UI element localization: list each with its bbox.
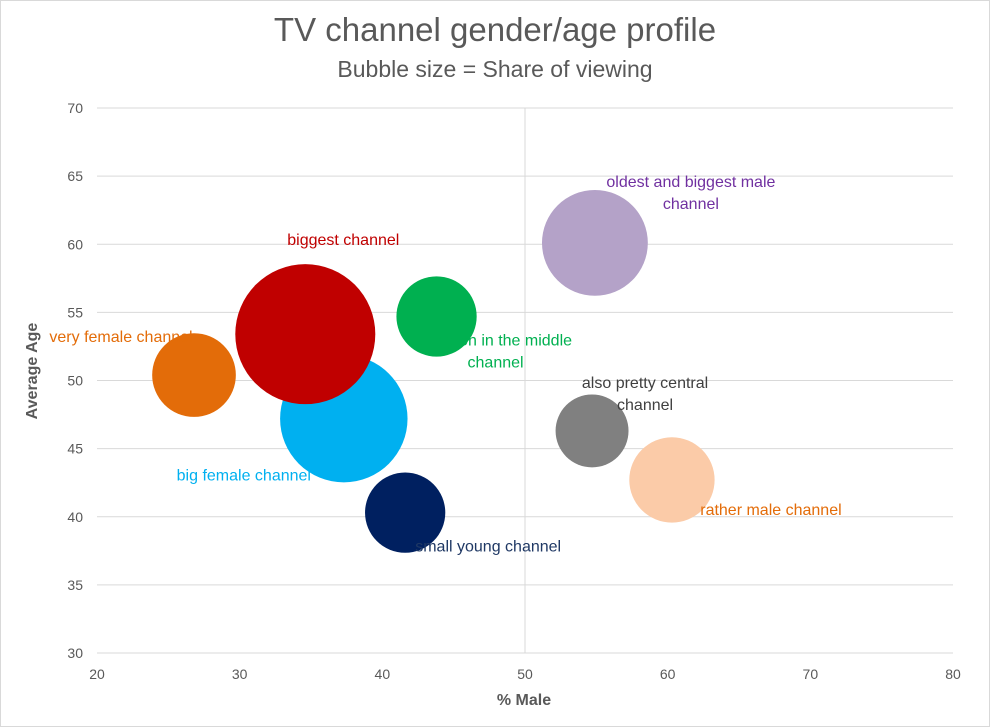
x-tick-label: 20 (89, 666, 105, 682)
bubble (365, 472, 446, 553)
bubble-label: very female channel (49, 329, 192, 346)
x-tick-label: 80 (945, 666, 961, 682)
chart-subtitle: Bubble size = Share of viewing (337, 56, 653, 82)
y-tick-label: 35 (67, 577, 83, 593)
bubble-label: channel (617, 397, 673, 414)
bubble (541, 189, 648, 296)
y-tick-label: 30 (67, 645, 83, 661)
bubble-label: big female channel (177, 468, 311, 485)
tick-labels: 30 35 40 45 50 55 60 65 70 20 30 40 50 60 70 80 (67, 100, 961, 682)
bubble-label: small young channel (415, 539, 561, 556)
x-tick-label: 30 (232, 666, 248, 682)
y-tick-label: 55 (67, 304, 83, 320)
bubble (629, 437, 715, 523)
y-tick-label: 45 (67, 441, 83, 457)
bubble (396, 276, 477, 357)
x-tick-label: 70 (803, 666, 819, 682)
y-tick-label: 70 (67, 100, 83, 116)
bubble-label: channel (663, 196, 719, 213)
bubble-label: oldest and biggest male (606, 174, 775, 191)
bubble (555, 394, 629, 468)
y-tick-label: 50 (67, 373, 83, 389)
y-axis-title: Average Age (24, 323, 41, 420)
bubble-labels: big female channel biggest channel very fe… (49, 174, 841, 556)
bubble (152, 333, 236, 417)
x-tick-label: 60 (660, 666, 676, 682)
bubble (235, 264, 376, 405)
y-tick-label: 65 (67, 168, 83, 184)
x-axis-title: % Male (497, 692, 551, 709)
x-tick-label: 50 (517, 666, 533, 682)
y-tick-label: 40 (67, 509, 83, 525)
bubble-label: also pretty central (582, 375, 708, 392)
x-tick-label: 40 (375, 666, 391, 682)
bubble-label: bang on in the middle (419, 332, 572, 349)
bubble-label: biggest channel (287, 232, 399, 249)
bubble-label: rather male channel (700, 502, 841, 519)
bubble-label: channel (468, 354, 524, 371)
y-tick-label: 60 (67, 236, 83, 252)
chart-title: TV channel gender/age profile (273, 11, 717, 48)
bubbles (152, 189, 715, 553)
